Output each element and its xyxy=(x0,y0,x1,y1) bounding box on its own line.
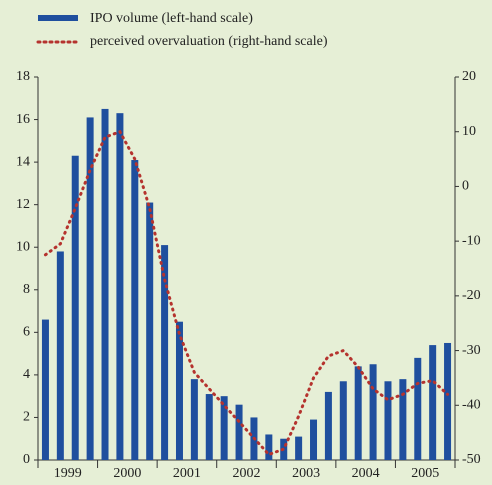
x-tick-label: 2003 xyxy=(292,466,320,481)
y-tick-label: 2 xyxy=(23,410,30,425)
y-tick-label: 14 xyxy=(16,154,30,169)
y2-tick-label: -50 xyxy=(462,452,481,467)
bar xyxy=(41,319,49,460)
bar xyxy=(161,245,169,460)
bar xyxy=(101,108,109,461)
bar xyxy=(369,364,377,460)
x-tick-label: 2001 xyxy=(173,466,201,481)
y2-tick-label: -20 xyxy=(462,288,481,303)
y2-tick-label: -30 xyxy=(462,343,481,358)
y-tick-label: 8 xyxy=(23,282,30,297)
bar xyxy=(235,404,243,460)
bar xyxy=(86,117,94,460)
legend-label: perceived overvaluation (right-hand scal… xyxy=(90,34,328,49)
y2-tick-label: 10 xyxy=(462,124,476,139)
x-tick-label: 2005 xyxy=(411,466,439,481)
bar xyxy=(116,113,124,460)
bar xyxy=(220,396,228,460)
y-tick-label: 16 xyxy=(16,112,30,127)
bar xyxy=(265,434,273,460)
bar xyxy=(354,366,362,460)
line xyxy=(43,129,450,457)
y-tick-label: 4 xyxy=(23,367,30,382)
bar xyxy=(384,381,392,460)
y2-tick-label: -10 xyxy=(462,233,481,248)
y-tick-label: 18 xyxy=(16,69,30,84)
bar xyxy=(131,159,139,460)
x-tick-label: 2000 xyxy=(113,466,141,481)
y-tick-label: 10 xyxy=(16,239,30,254)
y-tick-label: 12 xyxy=(16,197,30,212)
x-tick-label: 1999 xyxy=(54,466,82,481)
bar xyxy=(414,357,422,460)
bar xyxy=(339,381,347,460)
x-tick-label: 2002 xyxy=(233,466,261,481)
bar xyxy=(146,202,154,461)
bar xyxy=(56,251,64,460)
bar xyxy=(444,342,452,460)
bar xyxy=(71,155,79,460)
y2-tick-label: 20 xyxy=(462,69,476,84)
y2-tick-label: 0 xyxy=(462,179,469,194)
y-tick-label: 6 xyxy=(23,325,30,340)
bar xyxy=(190,379,198,460)
bar xyxy=(310,419,318,460)
bar xyxy=(429,345,437,460)
bar xyxy=(324,391,332,460)
bar xyxy=(175,321,183,460)
bar xyxy=(399,379,407,460)
bar xyxy=(205,394,213,460)
x-tick-label: 2004 xyxy=(352,466,380,481)
legend-swatch-bar xyxy=(38,15,78,21)
legend-label: IPO volume (left-hand scale) xyxy=(90,11,253,26)
bar xyxy=(295,436,303,460)
y2-tick-label: -40 xyxy=(462,398,481,413)
y-tick-label: 0 xyxy=(23,452,30,467)
